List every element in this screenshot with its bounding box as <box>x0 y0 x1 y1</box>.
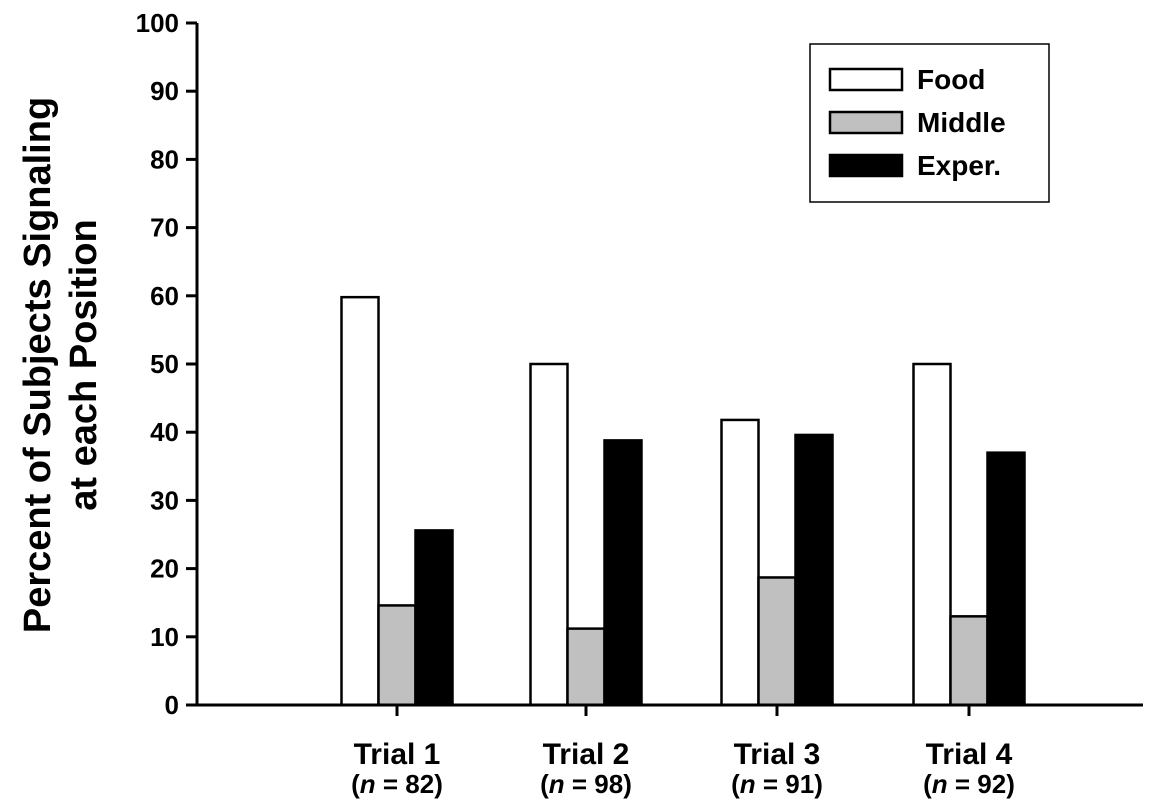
sample-size-value: = 91) <box>756 769 823 799</box>
legend-swatch-food <box>828 67 904 92</box>
sample-size-symbol: n <box>932 769 948 799</box>
y-tick-label: 70 <box>150 213 179 243</box>
sample-size-value: = 92) <box>948 769 1015 799</box>
y-tick-label: 0 <box>165 690 179 720</box>
sample-size-symbol: n <box>549 769 565 799</box>
sample-size-prefix: ( <box>923 769 932 799</box>
legend-swatch-middle <box>828 110 904 135</box>
y-tick-label: 50 <box>150 349 179 379</box>
y-axis-title-line-2: at each Position <box>63 219 105 510</box>
x-category-label: Trial 1 <box>354 738 441 771</box>
y-tick-label: 20 <box>150 554 179 584</box>
sample-size-prefix: ( <box>351 769 360 799</box>
x-category-label: Trial 2 <box>543 738 630 771</box>
sample-size-symbol: n <box>360 769 376 799</box>
y-tick-label: 10 <box>150 622 179 652</box>
bar-food-trial-2 <box>529 362 569 707</box>
bar-middle-trial-3 <box>757 576 797 707</box>
y-axis-title-line-1: Percent of Subjects Signaling <box>17 97 59 633</box>
bar-food-trial-3 <box>720 418 760 707</box>
sample-size-symbol: n <box>740 769 756 799</box>
legend-label: Exper. <box>917 150 1001 181</box>
sample-size-prefix: ( <box>540 769 549 799</box>
bar-food-trial-1 <box>340 295 380 707</box>
bar-exper-trial-2 <box>603 439 643 707</box>
bar-exper-trial-4 <box>986 451 1026 707</box>
x-axis-labels: Trial 1(n = 82)Trial 2(n = 98)Trial 3(n … <box>351 738 1015 799</box>
y-tick-label: 30 <box>150 485 179 515</box>
bars <box>340 295 1026 716</box>
bar-food-trial-4 <box>912 362 952 707</box>
x-category-sample-size: (n = 91) <box>731 769 823 799</box>
y-tick-label: 90 <box>150 76 179 106</box>
legend-label: Middle <box>917 107 1006 138</box>
x-category-sample-size: (n = 82) <box>351 769 443 799</box>
x-category-label: Trial 4 <box>926 738 1013 771</box>
bar-exper-trial-3 <box>794 433 834 707</box>
bar-middle-trial-4 <box>949 615 989 707</box>
x-category-label: Trial 3 <box>734 738 821 771</box>
bar-exper-trial-1 <box>414 529 454 707</box>
sample-size-prefix: ( <box>731 769 740 799</box>
y-tick-label: 100 <box>136 8 179 38</box>
legend-swatch-exper <box>828 153 904 178</box>
x-category-sample-size: (n = 98) <box>540 769 632 799</box>
legend: Food Middle Exper. <box>809 43 1050 203</box>
bar-middle-trial-1 <box>377 604 417 707</box>
y-axis: 0 10 20 30 40 50 60 70 80 90 100 <box>136 8 197 720</box>
y-tick-label: 80 <box>150 144 179 174</box>
y-tick-label: 60 <box>150 281 179 311</box>
y-tick-label: 40 <box>150 417 179 447</box>
bar-middle-trial-2 <box>566 627 606 707</box>
sample-size-value: = 82) <box>376 769 443 799</box>
y-axis-title: Percent of Subjects Signaling at each Po… <box>17 97 105 633</box>
x-category-sample-size: (n = 92) <box>923 769 1015 799</box>
legend-label: Food <box>917 64 985 95</box>
sample-size-value: = 98) <box>565 769 632 799</box>
